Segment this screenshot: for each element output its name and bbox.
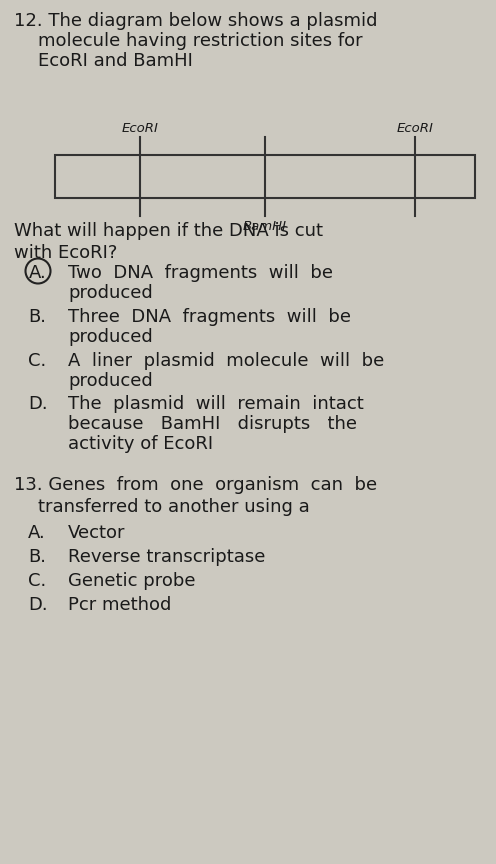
Text: produced: produced <box>68 372 153 390</box>
Text: D.: D. <box>28 395 48 413</box>
Text: EcoRI: EcoRI <box>122 122 158 135</box>
Text: C.: C. <box>28 572 46 590</box>
Text: Genetic probe: Genetic probe <box>68 572 195 590</box>
Text: produced: produced <box>68 328 153 346</box>
Text: transferred to another using a: transferred to another using a <box>38 498 310 516</box>
Text: B.: B. <box>28 548 46 566</box>
Text: Two  DNA  fragments  will  be: Two DNA fragments will be <box>68 264 333 282</box>
Text: C.: C. <box>28 352 46 370</box>
Text: A.: A. <box>28 524 46 542</box>
Text: D.: D. <box>28 596 48 614</box>
Text: Reverse transcriptase: Reverse transcriptase <box>68 548 265 566</box>
Text: 12. The diagram below shows a plasmid: 12. The diagram below shows a plasmid <box>14 12 377 30</box>
Text: activity of EcoRI: activity of EcoRI <box>68 435 213 453</box>
Text: EcoRI and BamHI: EcoRI and BamHI <box>38 52 193 70</box>
Text: BamHI: BamHI <box>243 220 287 233</box>
Bar <box>55 155 475 198</box>
Text: What will happen if the DNA is cut: What will happen if the DNA is cut <box>14 222 323 240</box>
Text: EcoRI: EcoRI <box>397 122 434 135</box>
Text: The  plasmid  will  remain  intact: The plasmid will remain intact <box>68 395 364 413</box>
Text: 13. Genes  from  one  organism  can  be: 13. Genes from one organism can be <box>14 476 377 494</box>
Text: because   BamHI   disrupts   the: because BamHI disrupts the <box>68 415 357 433</box>
Text: with EcoRI?: with EcoRI? <box>14 244 118 262</box>
Text: A.: A. <box>29 264 47 282</box>
Text: produced: produced <box>68 284 153 302</box>
Text: molecule having restriction sites for: molecule having restriction sites for <box>38 32 363 50</box>
Text: A  liner  plasmid  molecule  will  be: A liner plasmid molecule will be <box>68 352 384 370</box>
Text: B.: B. <box>28 308 46 326</box>
Text: Three  DNA  fragments  will  be: Three DNA fragments will be <box>68 308 351 326</box>
Text: Pcr method: Pcr method <box>68 596 172 614</box>
Text: Vector: Vector <box>68 524 125 542</box>
